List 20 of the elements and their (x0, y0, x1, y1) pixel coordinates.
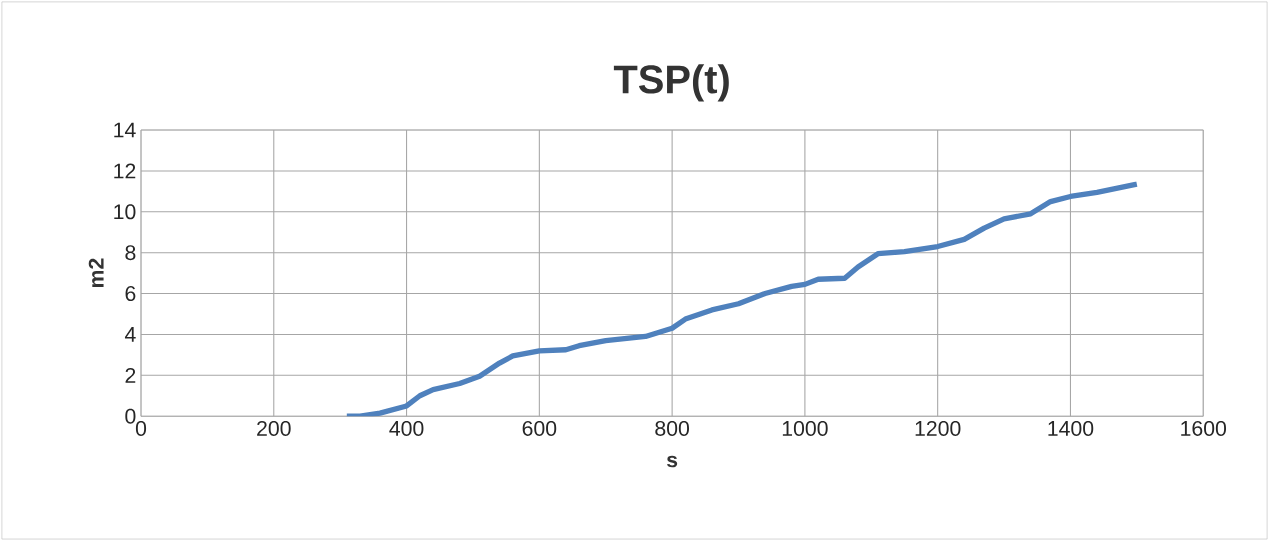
x-tick-label: 1600 (1181, 420, 1227, 436)
y-tick-label: 4 (124, 327, 136, 342)
y-axis-title: m2 (88, 258, 104, 288)
y-tick-label: 10 (114, 204, 136, 220)
y-tick-label: 2 (125, 367, 136, 383)
y-tick-label: 12 (114, 163, 136, 179)
x-tick-label: 1000 (782, 420, 828, 436)
y-tick-label: 14 (114, 122, 136, 138)
x-axis-title: s (666, 455, 678, 468)
x-tick-label: 600 (522, 420, 557, 436)
x-tick-label: 1400 (1048, 420, 1094, 436)
x-tick-label: 800 (655, 420, 689, 436)
chart-title: TSP(t) (613, 64, 729, 102)
x-tick-label: 1200 (915, 420, 961, 436)
x-tick-label: 0 (135, 420, 147, 436)
y-tick-label: 8 (125, 245, 136, 261)
x-tick-label: 400 (389, 420, 424, 436)
y-tick-label: 6 (125, 286, 136, 302)
y-tick-label: 0 (125, 408, 136, 424)
x-tick-label: 200 (257, 420, 291, 436)
